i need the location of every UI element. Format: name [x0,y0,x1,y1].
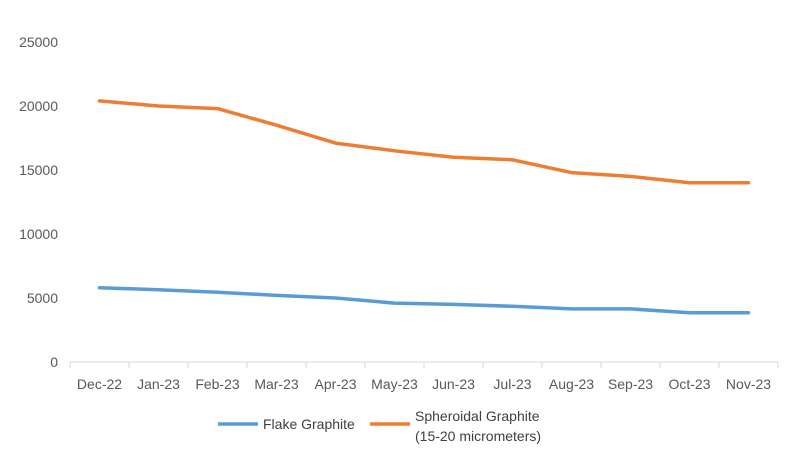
series-line-0 [97,286,751,315]
x-tick-label: Jul-23 [493,376,531,392]
x-tick-label: Nov-23 [726,376,771,392]
x-axis-ticks: Dec-22 Jan-23 Feb-23 Mar-23 Apr-23 May-23 Jun-… [69,362,779,392]
series-line-1 [97,99,751,185]
x-tick-label: Dec-22 [77,376,122,392]
y-tick-label: 0 [50,354,58,370]
x-tick-label: Jun-23 [432,376,475,392]
y-tick-label: 5000 [27,290,58,306]
y-tick-label: 20000 [19,98,58,114]
x-tick-label: May-23 [371,376,418,392]
x-tick-label: Apr-23 [314,376,356,392]
x-tick-label: Jan-23 [137,376,180,392]
x-tick-label: Mar-23 [254,376,299,392]
x-tick-label: Feb-23 [195,376,240,392]
x-tick-label: Aug-23 [549,376,594,392]
y-tick-label: 25000 [19,34,58,50]
legend: Flake Graphite Spheroidal Graphite (15-20 … [218,408,541,444]
x-tick-label: Oct-23 [668,376,710,392]
legend-label-flake: Flake Graphite [263,416,355,432]
y-tick-label: 15000 [19,162,58,178]
legend-label-spheroidal-line2: (15-20 micrometers) [415,428,541,444]
y-tick-label: 10000 [19,226,58,242]
legend-label-spheroidal-line1: Spheroidal Graphite [415,408,540,424]
y-axis-ticks: 0 5000 10000 15000 20000 25000 [19,34,58,370]
series-lines [97,99,751,315]
x-tick-label: Sep-23 [608,376,653,392]
